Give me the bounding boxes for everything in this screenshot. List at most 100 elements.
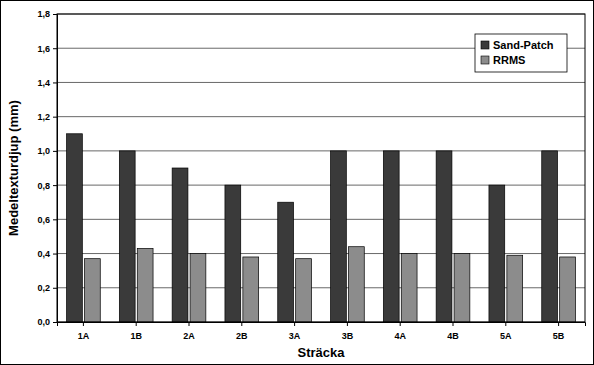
bar <box>507 255 523 322</box>
y-axis-title: Medeltexturdjup (mm) <box>6 100 21 236</box>
x-tick-mark <box>347 322 348 326</box>
legend-label: Sand-Patch <box>493 39 554 51</box>
x-tick-label: 1B <box>130 331 142 341</box>
x-tick-label: 1A <box>78 331 90 341</box>
x-axis-line <box>58 323 586 327</box>
bar <box>331 151 347 322</box>
x-tick-label: 2B <box>236 331 248 341</box>
y-tick-label: 0,2 <box>37 283 50 293</box>
y-tick-mark <box>53 14 57 15</box>
y-tick-mark <box>53 117 57 118</box>
grid-line <box>57 287 585 288</box>
y-tick-mark <box>53 322 57 323</box>
x-tick: 1A <box>78 322 90 341</box>
grid-line <box>57 150 585 151</box>
x-tick-label: 5B <box>553 331 565 341</box>
y-tick: 1,6 <box>37 44 57 54</box>
bar <box>560 257 576 322</box>
y-tick: 0,2 <box>37 283 57 293</box>
x-tick: 3B <box>342 322 354 341</box>
bar <box>67 134 83 322</box>
y-tick-mark <box>53 82 57 83</box>
x-tick: 5A <box>500 322 512 341</box>
bar <box>172 168 188 322</box>
legend-swatch <box>481 56 489 64</box>
x-tick-label: 2A <box>183 331 195 341</box>
x-tick-mark <box>189 322 190 326</box>
bar <box>383 151 399 322</box>
bar <box>489 185 505 322</box>
bar <box>296 259 312 322</box>
x-tick-mark <box>83 322 84 326</box>
y-tick: 1,0 <box>37 146 57 156</box>
y-tick-mark <box>53 254 57 255</box>
y-tick-label: 1,2 <box>37 112 50 122</box>
grid-line <box>57 116 585 117</box>
y-tick-label: 0,0 <box>37 317 50 327</box>
plot: 0,0 0,2 0,4 0,6 0,8 1,0 1,2 1,4 1,6 1,8 1A 1B 2A 2B 3A… <box>37 9 585 341</box>
chart: 0,0 0,2 0,4 0,6 0,8 1,0 1,2 1,4 1,6 1,8 1A 1B 2A 2B 3A… <box>0 0 594 365</box>
outer-frame <box>1 1 594 365</box>
bar <box>225 185 241 322</box>
bar <box>190 254 206 322</box>
y-tick-label: 1,6 <box>37 44 50 54</box>
x-tick-label: 3A <box>289 331 301 341</box>
y-tick-label: 1,8 <box>37 9 50 19</box>
bar <box>454 254 470 322</box>
y-tick-label: 1,4 <box>37 78 50 88</box>
y-axis-line <box>53 15 58 323</box>
x-tick: 2A <box>183 322 195 341</box>
y-tick-label: 0,6 <box>37 215 50 225</box>
bar <box>137 248 153 322</box>
series <box>67 134 558 322</box>
x-tick-mark <box>294 322 295 326</box>
x-tick-label: 4B <box>447 331 459 341</box>
x-tick: 5B <box>553 322 565 341</box>
bar <box>542 151 558 322</box>
bar <box>119 151 135 322</box>
bar <box>243 257 259 322</box>
x-tick-mark <box>241 322 242 326</box>
x-tick-mark <box>453 322 454 326</box>
x-tick: 4B <box>447 322 459 341</box>
bar <box>84 259 100 322</box>
legend: Sand-Patch RRMS <box>475 34 567 72</box>
y-tick-mark <box>53 48 57 49</box>
x-tick: 4A <box>394 322 406 341</box>
grid-line <box>57 82 585 83</box>
bar <box>401 254 417 322</box>
legend-box <box>475 34 567 72</box>
y-tick-mark <box>53 288 57 289</box>
x-tick-label: 4A <box>394 331 406 341</box>
legend-swatch <box>481 41 489 49</box>
bars <box>67 134 576 322</box>
y-tick: 0,6 <box>37 215 57 225</box>
grid-line <box>57 219 585 220</box>
y-tick: 0,0 <box>37 317 57 327</box>
x-tick-mark <box>558 322 559 326</box>
y-tick-mark <box>53 185 57 186</box>
y-tick: 1,2 <box>37 112 57 122</box>
x-tick-label: 5A <box>500 331 512 341</box>
y-tick: 1,8 <box>37 9 57 19</box>
bar <box>436 151 452 322</box>
grid-line <box>57 253 585 254</box>
x-axis-title: Sträcka <box>298 345 346 360</box>
legend-item: Sand-Patch <box>481 39 554 51</box>
y-tick: 0,4 <box>37 249 57 259</box>
legend-item: RRMS <box>481 54 525 66</box>
x-axis: 1A 1B 2A 2B 3A 3B 4A 4B 5A 5B <box>58 322 586 341</box>
x-tick: 2B <box>236 322 248 341</box>
bar <box>348 247 364 322</box>
y-tick-label: 1,0 <box>37 146 50 156</box>
grid <box>57 14 585 322</box>
x-tick-mark <box>136 322 137 326</box>
x-tick-label: 3B <box>342 331 354 341</box>
x-tick: 1B <box>130 322 142 341</box>
y-tick-label: 0,4 <box>37 249 50 259</box>
series <box>84 247 575 322</box>
y-tick-mark <box>53 151 57 152</box>
y-tick-label: 0,8 <box>37 180 50 190</box>
y-tick: 0,8 <box>37 180 57 190</box>
bar <box>278 202 294 322</box>
